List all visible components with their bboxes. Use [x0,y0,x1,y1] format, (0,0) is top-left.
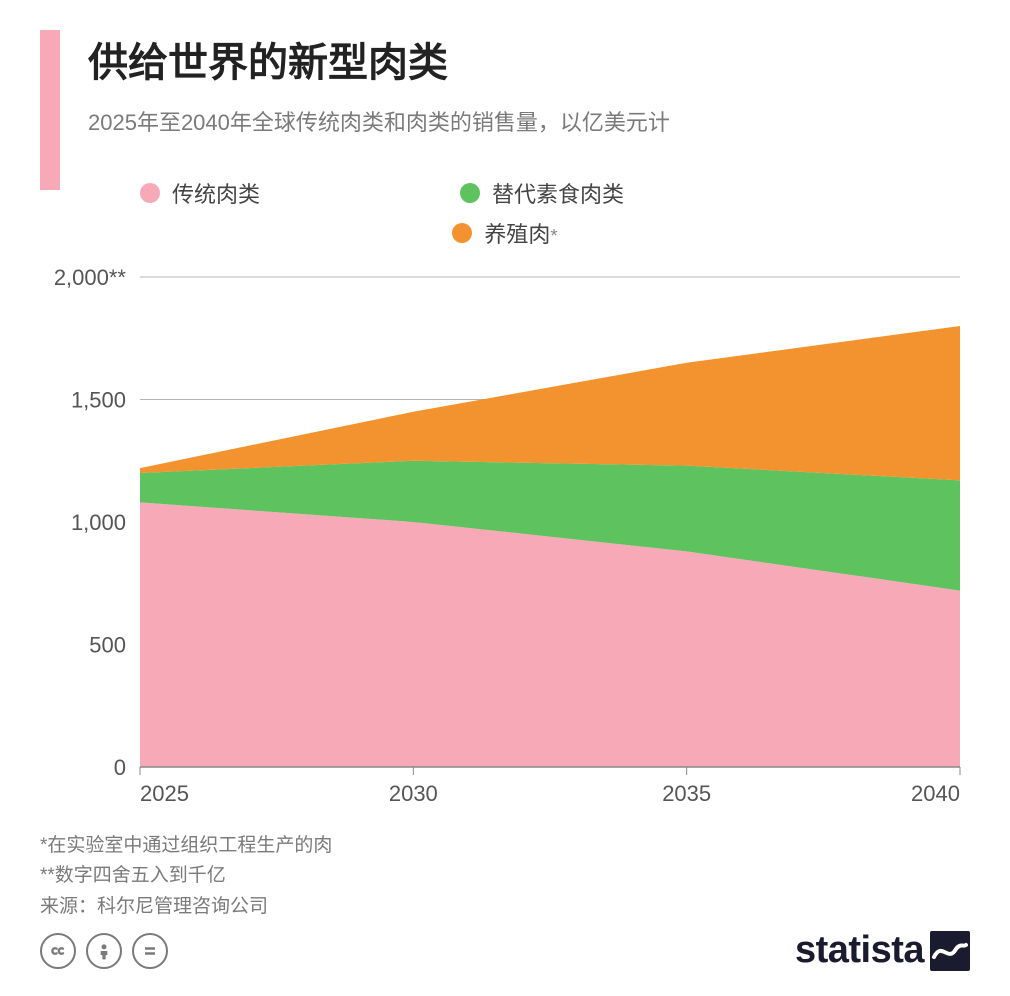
legend-dot [452,223,472,243]
legend-label: 传统肉类 [172,177,260,209]
svg-text:2,000**: 2,000** [54,265,127,290]
svg-text:0: 0 [114,755,126,780]
footnote-2: **数字四舍五入到千亿 [40,861,970,891]
legend-label: 养殖肉 [484,222,550,247]
brand-wave-icon [930,931,970,971]
legend-dot [140,183,160,203]
svg-text:2025: 2025 [140,781,189,806]
footnote-1: *在实验室中通过组织工程生产的肉 [40,831,970,861]
legend-item-vegan: 替代素食肉类 [460,177,624,209]
svg-text:1,000: 1,000 [71,510,126,535]
title-block: 供给世界的新型肉类 2025年至2040年全球传统肉类和肉类的销售量，以亿美元计 [88,30,970,139]
legend-item-cultured: 养殖肉* [452,217,557,249]
by-icon [86,933,122,969]
chart: 0 500 1,000 1,500 2,000** 2025 2030 2035 2040 [40,257,970,817]
footnotes: *在实验室中通过组织工程生产的肉 **数字四舍五入到千亿 来源：科尔尼管理咨询公… [40,831,970,922]
svg-text:500: 500 [89,633,126,658]
svg-text:2040: 2040 [911,781,960,806]
legend-label: 替代素食肉类 [492,177,624,209]
legend-dot [460,183,480,203]
svg-text:2035: 2035 [662,781,711,806]
svg-text:2030: 2030 [389,781,438,806]
area-chart-svg: 0 500 1,000 1,500 2,000** 2025 2030 2035 2040 [40,257,970,817]
svg-text:1,500: 1,500 [71,388,126,413]
chart-title: 供给世界的新型肉类 [88,30,970,88]
brand-text: statista [795,929,924,972]
source-line: 来源：科尔尼管理咨询公司 [40,892,970,922]
accent-bar [40,30,60,190]
legend-asterisk: * [550,225,557,246]
license-badges [40,933,168,969]
legend-item-conventional: 传统肉类 [140,177,260,209]
brand-logo: statista [795,929,970,972]
cc-icon [40,933,76,969]
legend: 传统肉类 替代素食肉类 养殖肉* [0,177,1010,249]
header: 供给世界的新型肉类 2025年至2040年全球传统肉类和肉类的销售量，以亿美元计 [0,0,1010,149]
chart-subtitle: 2025年至2040年全球传统肉类和肉类的销售量，以亿美元计 [88,106,970,139]
footer: statista [40,929,970,972]
nd-icon [132,933,168,969]
